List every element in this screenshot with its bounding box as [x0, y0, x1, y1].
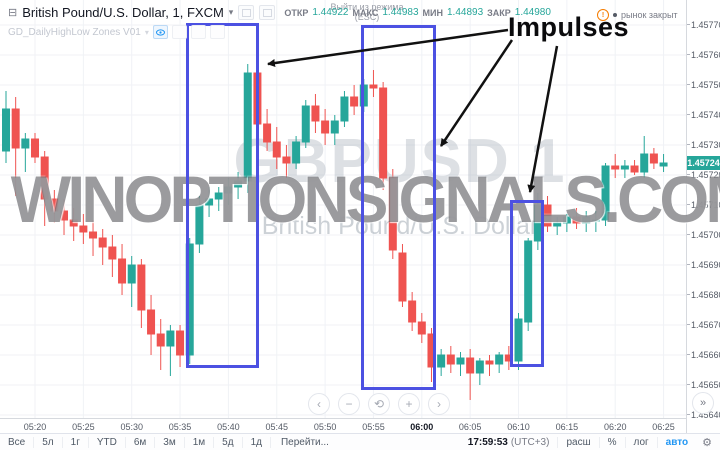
time-axis-label: 05:20	[23, 422, 47, 432]
time-axis-label: 05:45	[265, 422, 289, 432]
impulse-box	[361, 25, 436, 390]
price-axis[interactable]: 1.45770 1.45760 1.45750 1.45740 1.45730 1.457…	[686, 0, 720, 433]
range-item-5д[interactable]: 5д	[214, 437, 243, 448]
brand-watermark: WINOPTIONSIGNALS.COM	[10, 162, 720, 236]
time-axis-label: 05:35	[168, 422, 192, 432]
ohlc-label: ОТКР	[284, 7, 309, 18]
last-price-badge: 1.45724	[687, 156, 720, 170]
zoom-out-button[interactable]: −	[338, 393, 360, 415]
scroll-right-button[interactable]: »	[692, 392, 714, 414]
price-axis-label: 1.45760	[687, 50, 720, 60]
impulse-box	[186, 23, 259, 368]
price-axis-label: 1.45660	[687, 350, 720, 360]
scale-modes: расш% лог	[557, 437, 656, 448]
zoom-in-button[interactable]: +	[398, 393, 420, 415]
exit-fullscreen-hint: Выйти из режима (ESC)	[322, 2, 412, 22]
time-axis-label: 05:30	[120, 422, 143, 432]
time-axis-label: 06:10	[507, 422, 530, 432]
indicator-settings-icon[interactable]	[171, 25, 187, 39]
ohlc-label: ЗАКР	[487, 7, 511, 18]
range-item-1м[interactable]: 1м	[185, 437, 215, 448]
status-dot-icon	[613, 13, 617, 17]
time-axis-label: 06:05	[458, 422, 482, 432]
ohlc-value: 1.44983	[382, 7, 419, 18]
price-axis-label: 1.45670	[687, 320, 720, 330]
ohlc-label: МАКС	[352, 7, 379, 18]
time-axis-label: 05:40	[217, 422, 240, 432]
scroll-left-button[interactable]: ‹	[308, 393, 330, 415]
market-status: ! рынок закрыт	[597, 9, 678, 21]
price-axis-label: 1.45640	[687, 410, 720, 420]
symbol-dropdown-caret[interactable]: ▾	[228, 7, 234, 17]
scale-mode-лог[interactable]: лог	[624, 437, 657, 448]
indicator-caret[interactable]: ▾	[144, 27, 149, 37]
exit-hint-line1: Выйти из режима	[330, 2, 404, 12]
price-axis-label: 1.45690	[687, 260, 720, 270]
ohlc-value: 1.44893	[446, 7, 484, 18]
indicator-delete-icon[interactable]	[209, 25, 225, 39]
range-item-1г[interactable]: 1г	[63, 437, 89, 448]
ohlc-values: ОТКР 1.44922 МАКС 1.44983 МИН 1.44893 ЗАКР 1.44…	[284, 7, 551, 18]
auto-scale-button[interactable]: авто	[656, 437, 696, 448]
time-axis-label: 06:25	[652, 422, 675, 432]
range-item-5л[interactable]: 5л	[34, 437, 63, 448]
price-axis-label: 1.45770	[687, 20, 720, 30]
time-axis-label: 05:55	[362, 422, 385, 432]
compare-icon[interactable]	[259, 5, 276, 20]
scale-mode-расш[interactable]: расш	[557, 437, 598, 448]
time-axis-label: 05:50	[313, 422, 337, 432]
indicator-name[interactable]: GD_DailyHighLow Zones V01	[8, 26, 141, 38]
ohlc-value: 1.44922	[312, 7, 349, 18]
range-item-3м[interactable]: 3м	[155, 437, 185, 448]
price-axis-label: 1.45710	[687, 200, 720, 210]
range-item-1д[interactable]: 1д	[243, 437, 271, 448]
ohlc-label: МИН	[422, 7, 443, 18]
bottom-toolbar: Все 5л 1г YTD 6м 3м 1м 5д 1д Перейти... 17:59:53…	[0, 433, 720, 450]
scale-mode-%[interactable]: %	[598, 437, 625, 448]
range-item-6м[interactable]: 6м	[126, 437, 156, 448]
price-axis-label: 1.45720	[687, 170, 720, 180]
price-axis-label: 1.45750	[687, 80, 720, 90]
time-axis-label: 06:20	[603, 422, 627, 432]
indicator-source-icon[interactable]	[190, 25, 206, 39]
symbol-title[interactable]: British Pound/U.S. Dollar, 1, FXCM	[22, 5, 224, 20]
time-axis-label: 06:15	[555, 422, 579, 432]
time-axis[interactable]: 05:20 05:25 05:30 05:35 05:40 05:45 05:50 05:55…	[0, 418, 686, 434]
warning-icon: !	[597, 9, 609, 21]
time-axis-label: 05:25	[72, 422, 95, 432]
range-item-ytd[interactable]: YTD	[89, 437, 126, 448]
price-axis-label: 1.45740	[687, 110, 720, 120]
price-axis-label: 1.45650	[687, 380, 720, 390]
range-selector: Все 5л 1г YTD 6м 3м 1м 5д 1д	[0, 437, 271, 448]
clock[interactable]: 17:59:53	[467, 437, 508, 448]
time-axis-label: 06:00	[410, 422, 434, 432]
goto-date-button[interactable]: Перейти...	[280, 437, 329, 448]
price-axis-label: 1.45680	[687, 290, 720, 300]
scroll-right-nav-button[interactable]: ›	[428, 393, 450, 415]
utc-offset[interactable]: (UTC+3)	[510, 437, 550, 448]
impulse-box	[510, 200, 544, 367]
exit-hint-line2: (ESC)	[354, 12, 380, 22]
reset-zoom-button[interactable]: ⟲	[368, 393, 390, 415]
gear-icon[interactable]: ⚙	[702, 437, 712, 449]
price-axis-label: 1.45730	[687, 140, 720, 150]
price-axis-label: 1.45700	[687, 230, 720, 240]
collapse-pane-icon[interactable]: ⊟	[8, 7, 18, 19]
range-item-все[interactable]: Все	[0, 437, 35, 448]
chart-style-icon[interactable]	[238, 5, 255, 20]
indicator-visibility-eye-icon[interactable]	[152, 25, 168, 39]
market-status-text: рынок закрыт	[621, 10, 678, 20]
ohlc-value: 1.44980	[514, 7, 551, 18]
